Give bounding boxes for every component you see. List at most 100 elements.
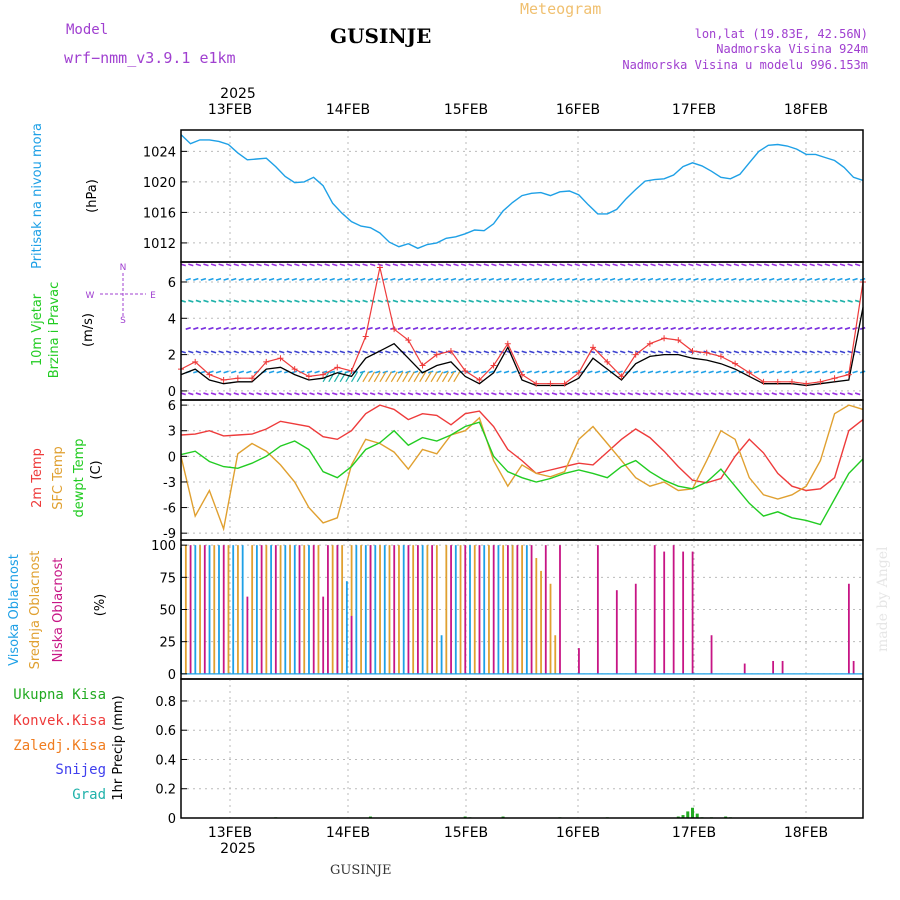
cloud-bar-niska <box>578 648 580 674</box>
wind-barb <box>609 277 616 281</box>
gust-marker <box>831 375 838 382</box>
cloud-bar-niska <box>852 660 855 674</box>
y-tick-label: 4 <box>168 312 176 327</box>
wind-barb <box>291 277 298 281</box>
wind-barb <box>571 277 578 281</box>
cloud-bar-srednja <box>549 583 552 674</box>
wind-barb <box>854 263 861 267</box>
wind-barb <box>468 350 474 354</box>
cloud-bar-visoka <box>308 545 310 674</box>
wind-barb <box>385 263 391 267</box>
gust-marker <box>320 371 327 378</box>
wind-barb <box>700 326 707 330</box>
wind-barb <box>824 350 831 354</box>
wind-barb <box>534 370 540 374</box>
wind-barb <box>332 299 338 303</box>
wind-barb <box>443 277 449 281</box>
y-tick-label: -6 <box>163 502 176 517</box>
wind-barb <box>218 392 224 396</box>
wind-barb <box>233 350 240 354</box>
wind-barb <box>662 370 669 374</box>
wind-barb <box>776 326 783 330</box>
wind-barb <box>799 370 805 374</box>
wind-barb <box>763 299 770 303</box>
wind-barb <box>655 370 661 374</box>
wind-barb <box>544 263 550 267</box>
wind-barb <box>708 370 714 374</box>
wind-barb <box>294 263 300 267</box>
cloud-bar-srednja <box>199 545 201 674</box>
cloud-bar-srednja <box>488 545 490 674</box>
wind-barb <box>306 370 313 374</box>
wind-barb <box>233 263 240 267</box>
y-tick-label: -3 <box>163 476 176 491</box>
cloud-bar-srednja <box>265 545 268 674</box>
wind-barb <box>761 277 767 281</box>
wind-barb <box>354 263 361 267</box>
wind-barb <box>498 263 505 267</box>
panel-frame <box>180 678 864 819</box>
wind-barb <box>587 277 593 281</box>
wind-barb <box>435 277 442 281</box>
wind-barb <box>768 277 775 281</box>
wind-barb <box>279 299 285 303</box>
wind-barb <box>559 392 565 396</box>
cloud-bar-visoka <box>241 545 244 674</box>
wind-barb <box>301 263 308 267</box>
wind-barb <box>529 263 535 267</box>
wind-barb <box>612 299 618 303</box>
wind-barb <box>473 370 479 374</box>
wind-barb <box>718 350 724 354</box>
cloud-bar-srednja <box>535 558 538 674</box>
wind-barb <box>385 392 391 396</box>
wind-barb <box>518 277 525 281</box>
wind-barb <box>374 326 381 330</box>
gust-marker <box>447 347 454 354</box>
cloud-bar-niska <box>312 545 315 674</box>
cloud-bar-niska <box>189 545 192 674</box>
gust-marker <box>348 367 355 374</box>
wind-barb <box>579 277 586 281</box>
top-day-label: 14FEB <box>326 102 370 118</box>
wind-barb <box>246 277 252 281</box>
wind-barb <box>786 350 793 354</box>
wind-barb <box>256 392 262 396</box>
wind-barb <box>627 263 634 267</box>
cloud-bar-srednja <box>289 545 291 674</box>
wind-barb <box>453 350 459 354</box>
cloud-bar-niska <box>615 590 618 674</box>
wind-barb <box>374 370 381 374</box>
cloud-bar-niska <box>350 615 353 674</box>
wind-barb <box>801 350 808 354</box>
cloud-bar-srednja <box>213 545 216 674</box>
wind-barb <box>422 263 429 267</box>
cloud-bar-niska <box>336 545 339 674</box>
wind-barb <box>647 277 654 281</box>
wind-barb <box>761 326 767 330</box>
wind-barb <box>559 299 565 303</box>
wind-barb <box>453 371 461 383</box>
wind-barb <box>566 299 573 303</box>
wind-barb <box>337 326 343 330</box>
cloud-bar-niska <box>431 545 434 674</box>
cloud-bar-niska <box>274 545 277 674</box>
wind-barb <box>314 326 320 330</box>
wind-barb <box>392 299 399 303</box>
wind-barb <box>817 392 823 396</box>
wind-barb <box>324 350 330 354</box>
y-tick-label: 0 <box>168 450 176 465</box>
wind-barb <box>215 326 222 330</box>
wind-barb <box>248 350 255 354</box>
wind-barb <box>801 263 808 267</box>
wind-barb <box>476 350 482 354</box>
wind-barb <box>748 350 755 354</box>
wind-barb <box>413 371 421 383</box>
wind-barb <box>359 326 366 330</box>
wind-barb <box>385 350 391 354</box>
gust-marker <box>632 351 639 358</box>
wind-barb <box>412 277 419 281</box>
wind-barb <box>521 350 527 354</box>
wind-barb <box>726 392 732 396</box>
gust-marker <box>206 371 213 378</box>
wind-barb <box>193 277 199 281</box>
